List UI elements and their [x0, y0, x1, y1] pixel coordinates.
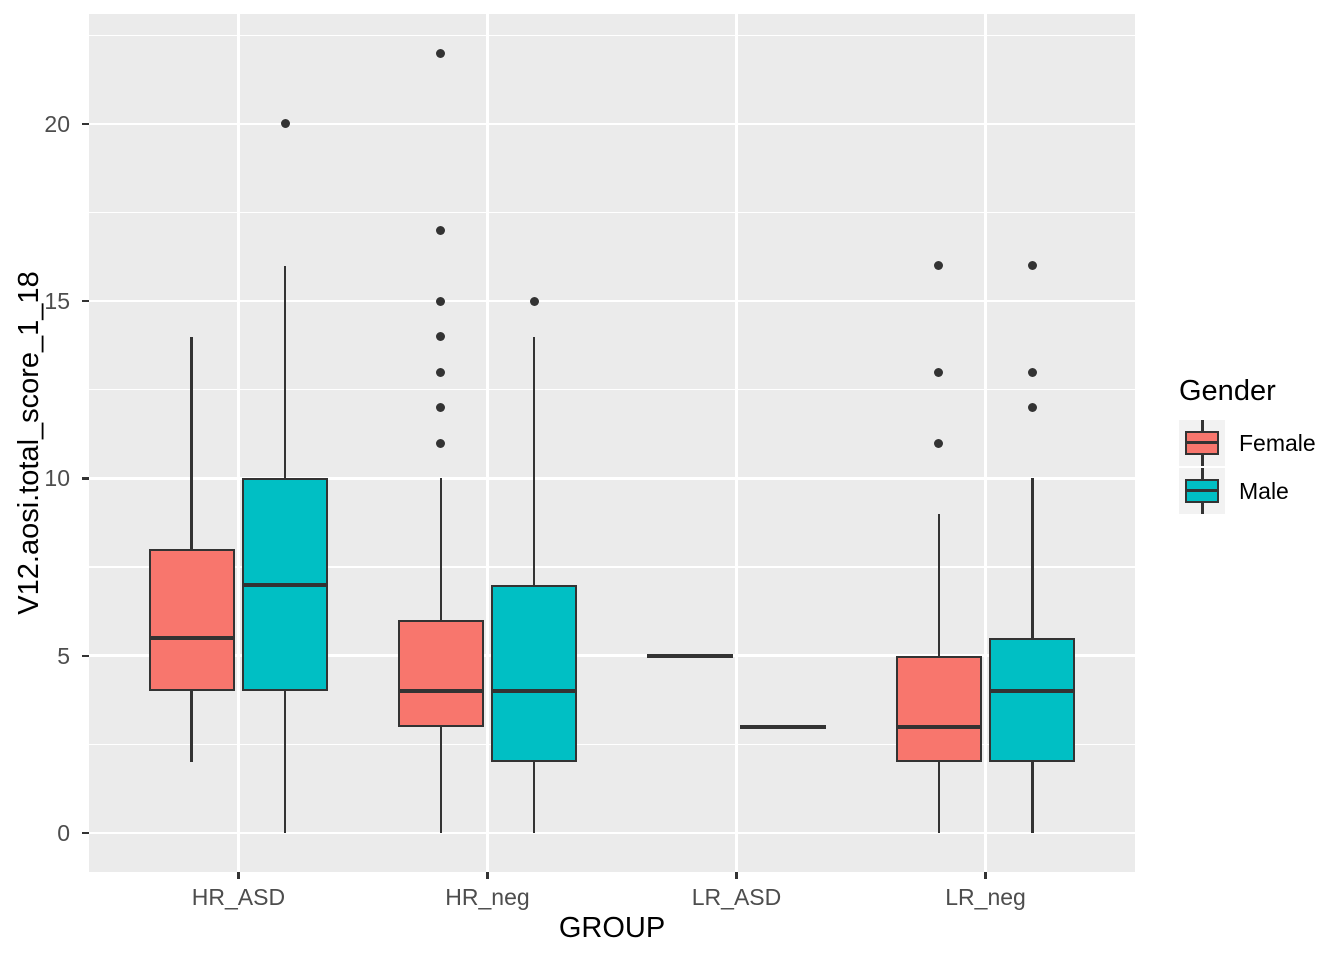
x-tick-mark — [237, 872, 240, 879]
major-gridline — [89, 299, 1135, 303]
box-hr-neg-male — [491, 584, 578, 763]
legend-key-male — [1179, 468, 1225, 514]
minor-gridline — [89, 211, 1135, 214]
outlier-dot-hr-neg-male — [529, 296, 539, 306]
x-tick-mark — [735, 872, 738, 879]
major-gridline-vertical — [237, 14, 240, 872]
x-tick-mark — [486, 872, 489, 879]
y-tick-mark — [82, 477, 89, 480]
outlier-dot-lr-neg-female — [934, 261, 944, 271]
major-gridline — [89, 654, 1135, 657]
median-lr-neg-female — [895, 724, 982, 729]
x-axis-title: GROUP — [558, 912, 666, 944]
x-tick-label: LR_neg — [945, 884, 1026, 910]
median-lr-asd-male — [740, 724, 827, 729]
legend-label: Female — [1239, 429, 1316, 456]
outlier-dot-hr-neg-female — [436, 225, 446, 235]
legend-items: Female Male — [1179, 419, 1316, 515]
x-tick-label: HR_neg — [445, 884, 530, 910]
y-tick-label: 15 — [44, 288, 70, 315]
y-tick-mark — [82, 122, 89, 125]
outlier-dot-lr-neg-male — [1027, 261, 1037, 271]
outlier-dot-lr-neg-male — [1027, 367, 1037, 377]
y-tick-mark — [82, 300, 89, 303]
outlier-dot-hr-neg-female — [436, 48, 446, 58]
x-tick-label: HR_ASD — [191, 884, 286, 910]
outlier-dot-lr-neg-female — [934, 438, 944, 448]
major-gridline-vertical — [486, 14, 489, 872]
minor-gridline — [89, 743, 1135, 745]
box-hr-asd-female — [148, 549, 235, 692]
median-hr-asd-male — [242, 582, 329, 587]
minor-gridline — [89, 34, 1135, 36]
major-gridline-vertical — [984, 14, 987, 872]
major-gridline — [89, 477, 1135, 480]
y-tick-label: 0 — [57, 820, 70, 846]
box-hr-neg-female — [397, 620, 484, 727]
legend-title: Gender — [1179, 375, 1276, 407]
outlier-dot-hr-neg-female — [436, 367, 446, 377]
outlier-dot-hr-neg-female — [436, 332, 446, 342]
plot-panel — [89, 14, 1135, 872]
legend-label: Male — [1239, 477, 1289, 504]
box-lr-neg-female — [895, 655, 982, 763]
outlier-dot-lr-neg-male — [1027, 403, 1037, 413]
legend-median-glyph — [1185, 489, 1219, 492]
median-hr-neg-male — [491, 689, 578, 694]
major-gridline — [89, 831, 1135, 835]
y-tick-label: 10 — [44, 465, 70, 492]
whisker-hr-asd-female — [190, 336, 193, 763]
median-hr-neg-female — [397, 689, 484, 694]
y-tick-mark — [82, 831, 89, 835]
legend: Gender Female Male — [1179, 375, 1316, 515]
median-lr-neg-male — [989, 689, 1076, 694]
legend-key-female — [1179, 420, 1225, 466]
median-hr-asd-female — [148, 636, 235, 640]
minor-gridline — [89, 566, 1135, 568]
major-gridline-vertical — [735, 14, 738, 872]
outlier-dot-hr-neg-female — [436, 296, 446, 306]
outlier-dot-hr-neg-female — [436, 403, 446, 413]
whisker-hr-neg-male — [532, 336, 536, 833]
y-tick-label: 20 — [44, 110, 70, 137]
x-tick-label: LR_ASD — [691, 884, 782, 910]
median-lr-asd-female — [646, 653, 733, 658]
y-axis-title: V12.aosi.total_score_1_18 — [13, 271, 45, 615]
box-lr-neg-male — [989, 638, 1076, 763]
legend-item-male: Male — [1179, 467, 1316, 515]
x-tick-mark — [984, 872, 987, 879]
outlier-dot-lr-neg-female — [934, 367, 944, 377]
legend-item-female: Female — [1179, 419, 1316, 467]
y-tick-label: 5 — [57, 642, 70, 669]
major-gridline — [89, 122, 1135, 126]
y-tick-mark — [82, 654, 89, 657]
outlier-dot-hr-asd-male — [280, 119, 290, 129]
legend-median-glyph — [1185, 441, 1219, 444]
minor-gridline — [89, 389, 1135, 391]
outlier-dot-hr-neg-female — [436, 438, 446, 448]
